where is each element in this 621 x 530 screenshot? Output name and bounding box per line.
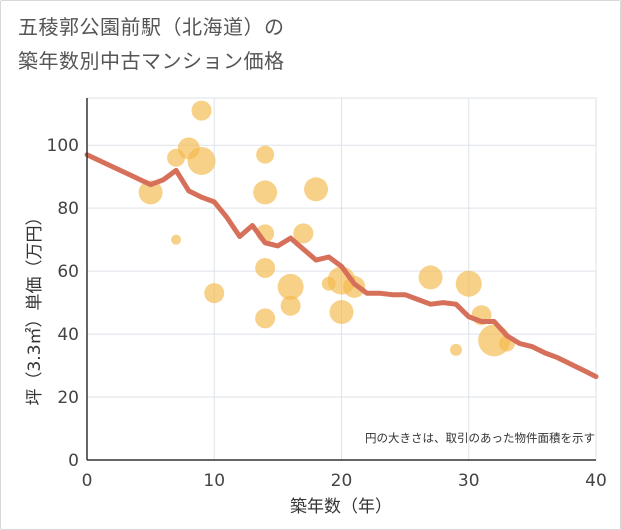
bubble-point	[343, 275, 366, 298]
bubble-point	[204, 283, 225, 304]
bubble-point	[277, 273, 304, 300]
bubble-layer	[138, 100, 515, 357]
chart-title: 五稜郭公園前駅（北海道）の 築年数別中古マンション価格	[18, 10, 285, 78]
bubble-point	[418, 265, 443, 290]
bubble-point	[255, 257, 276, 278]
y-axis-label: 坪（3.3㎡）単価（万円）	[25, 208, 45, 405]
trend-line	[84, 152, 599, 380]
bubble-size-note: 円の大きさは、取引のあった物件面積を示す	[365, 431, 595, 445]
bubble-point	[280, 295, 301, 316]
y-tick-label: 0	[68, 451, 79, 471]
y-tick-label: 20	[57, 388, 79, 408]
x-axis-label: 築年数（年）	[290, 497, 392, 517]
y-tick-label: 100	[47, 136, 79, 156]
x-tick-label: 20	[331, 471, 353, 491]
bubble-point	[329, 300, 354, 325]
bubble-point	[455, 270, 482, 297]
y-tick-label: 80	[57, 199, 79, 219]
x-tick-label: 0	[82, 471, 93, 491]
trend-line-layer	[84, 152, 599, 380]
bubble-point	[171, 234, 182, 245]
x-tick-label: 40	[585, 471, 607, 491]
bubble-point	[450, 343, 463, 356]
bubble-point	[253, 180, 278, 205]
y-tick-label: 40	[57, 325, 79, 345]
bubble-point	[187, 146, 216, 175]
bubble-point	[191, 100, 212, 121]
chart-title-line-2: 築年数別中古マンション価格	[18, 49, 285, 73]
bubble-point	[138, 180, 163, 205]
bubble-point	[256, 145, 275, 164]
x-tick-label: 30	[458, 471, 480, 491]
y-tick-label: 60	[57, 262, 79, 282]
bubble-point	[293, 223, 314, 244]
x-tick-label: 10	[203, 471, 225, 491]
bubble-point	[304, 177, 329, 202]
chart-title-line-1: 五稜郭公園前駅（北海道）の	[18, 15, 285, 39]
bubble-point	[255, 308, 276, 329]
axis-layer: 0 20 40 60 80 100 0 10 20 30 40	[47, 98, 607, 491]
